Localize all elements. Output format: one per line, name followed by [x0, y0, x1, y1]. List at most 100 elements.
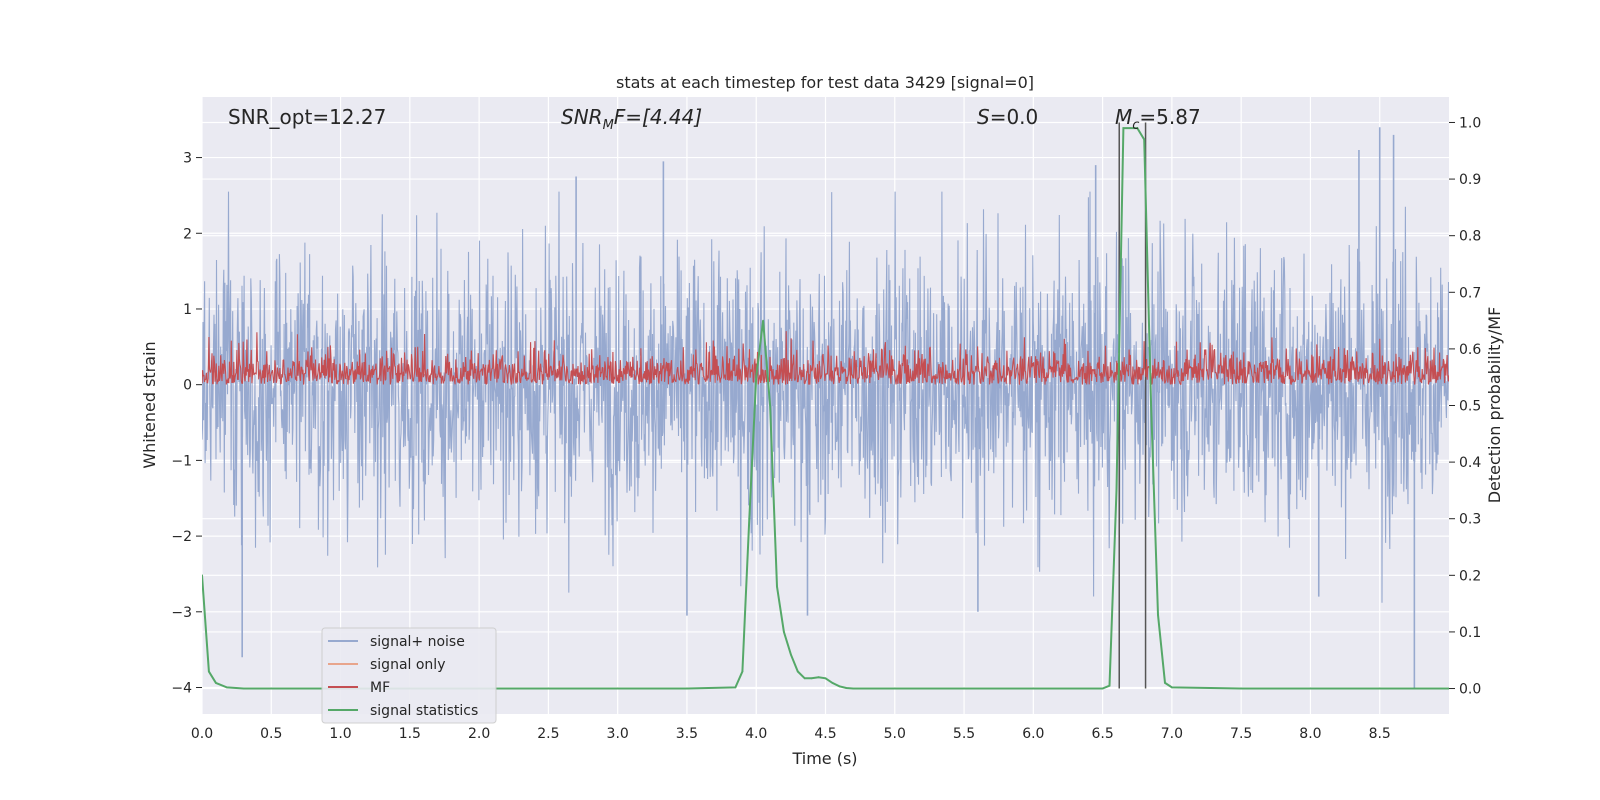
signal-statistics-point	[741, 670, 744, 673]
signal-statistics-point	[1240, 687, 1243, 690]
signal-statistics-point	[755, 376, 758, 379]
signal-statistics-point	[824, 677, 827, 680]
ticks: 0.0 0.5 1.0 1.5 2.0 2.5 3.0 3.5 4.0 4.5 5.0 5.5 6.0 6…	[171, 115, 1481, 742]
y-tick-label: 0	[183, 378, 192, 394]
signal-statistics-line	[202, 127, 1449, 690]
chart-title: stats at each timestep for test data 342…	[616, 73, 1034, 92]
signal-statistics-point	[1143, 138, 1146, 141]
signal-statistics-point	[1136, 127, 1139, 129]
signal-statistics-point	[1150, 404, 1152, 407]
annotation-s-main: S	[977, 105, 990, 129]
legend-label-signal-statistics: signal statistics	[370, 703, 478, 719]
y-right-tick-label: 0.1	[1459, 625, 1481, 641]
x-tick-label: 4.0	[745, 726, 767, 742]
signal-statistics-point	[1164, 682, 1166, 684]
signal-statistics-point	[242, 687, 245, 690]
y-right-tick-label: 0.3	[1459, 512, 1481, 528]
x-tick-label: 6.5	[1091, 726, 1113, 742]
x-tick-label: 3.0	[607, 726, 629, 742]
signal-statistics-point	[1115, 489, 1118, 492]
signal-statistics-point	[208, 670, 210, 673]
signal-statistics-point	[616, 687, 619, 690]
y-axis-label: Whitened strain	[140, 341, 159, 468]
x-tick-label: 2.5	[537, 726, 559, 742]
signal-statistics-point	[686, 687, 688, 690]
signal-statistics-point	[831, 682, 834, 684]
x-tick-label: 0.5	[260, 726, 282, 742]
signal-statistics-point	[1129, 127, 1132, 129]
signal-statistics-point	[803, 677, 806, 680]
y-right-tick-label: 0.2	[1459, 568, 1481, 584]
annotation-snr-mf-rest: F=[4.44]	[614, 105, 702, 129]
y-tick-label: 2	[183, 226, 192, 242]
y-right-tick-label: 0.5	[1459, 399, 1481, 415]
x-tick-label: 2.0	[468, 726, 490, 742]
signal-statistics-point	[769, 404, 771, 407]
signal-statistics-point	[215, 682, 217, 684]
signal-statistics-point	[810, 677, 813, 680]
y-axis-label-right: Detection probability/MF	[1485, 307, 1504, 504]
y-right-tick-label: 0.9	[1459, 172, 1481, 188]
signal-statistics-point	[796, 670, 799, 673]
mf-line	[202, 331, 1449, 386]
y-tick-label: −1	[171, 453, 192, 469]
annotation-s: S=0.0	[977, 105, 1038, 129]
x-tick-label: 8.0	[1299, 726, 1321, 742]
x-tick-label: 1.5	[399, 726, 421, 742]
signal-statistics-point	[734, 686, 737, 689]
x-tick-label: 3.5	[676, 726, 698, 742]
signal-statistics-point	[762, 319, 764, 322]
y-right-tick-label: 0.4	[1459, 455, 1481, 471]
x-tick-label: 8.5	[1369, 726, 1391, 742]
y-tick-label: 1	[183, 302, 192, 318]
signal-noise-line	[202, 191, 1449, 603]
x-axis-label: Time (s)	[791, 749, 857, 768]
legend-label-signal-noise: signal+ noise	[370, 634, 465, 650]
annotation-s-rest: =0.0	[990, 105, 1039, 129]
x-tick-label: 5.5	[953, 726, 975, 742]
signal-statistics-point	[783, 631, 785, 633]
signal-statistics-point	[1378, 687, 1381, 690]
legend-box	[321, 627, 497, 724]
y-tick-label: −3	[171, 605, 192, 621]
signal-statistics-point	[1122, 127, 1125, 129]
signal-statistics-point	[852, 687, 855, 690]
signal-statistics-point	[1108, 684, 1111, 687]
annotation-snr-opt: SNR_opt=12.27	[228, 105, 386, 129]
y-right-tick-label: 0.6	[1459, 342, 1481, 358]
annotation-mc-sub: c	[1132, 118, 1139, 133]
y-right-tick-label: 1.0	[1459, 115, 1481, 131]
x-tick-label: 5.0	[884, 726, 906, 742]
annotation-mc-rest: =5.87	[1139, 105, 1200, 129]
x-tick-label: 0.0	[191, 726, 213, 742]
legend: signal+ noise signal only MF signal stat…	[321, 627, 497, 724]
legend-label-signal-only: signal only	[370, 657, 445, 673]
annotation-snr-mf: SNRMF=[4.44]	[561, 105, 702, 133]
y-right-tick-label: 0.8	[1459, 229, 1481, 245]
y-right-tick-label: 0.7	[1459, 285, 1481, 301]
signal-statistics-point	[1101, 687, 1104, 690]
signal-statistics-point	[748, 517, 751, 520]
y-tick-label: 3	[183, 151, 192, 167]
signal-statistics-point	[817, 676, 820, 679]
signal-statistics-point	[202, 574, 203, 577]
annotation-snr-mf-sub: M	[603, 118, 614, 133]
signal-statistics-point	[776, 585, 778, 588]
y-tick-label: −4	[171, 681, 192, 697]
x-tick-label: 7.0	[1161, 726, 1183, 742]
series-layer	[202, 122, 1449, 690]
signal-statistics-point	[790, 653, 792, 656]
signal-statistics-point	[845, 687, 848, 689]
signal-statistics-point	[1448, 687, 1449, 690]
signal-statistics-point	[1309, 687, 1312, 690]
signal-statistics-point	[1171, 686, 1173, 689]
annotation-mc: Mc=5.87	[1115, 105, 1201, 133]
signal-statistics-point	[838, 685, 841, 688]
legend-label-mf: MF	[370, 680, 390, 696]
annotation-mc-main: M	[1115, 105, 1132, 129]
signal-statistics-point	[1157, 614, 1159, 616]
signal-statistics-point	[1032, 687, 1035, 690]
signal-statistics-point	[893, 687, 896, 690]
signal-statistics-point	[226, 686, 228, 689]
